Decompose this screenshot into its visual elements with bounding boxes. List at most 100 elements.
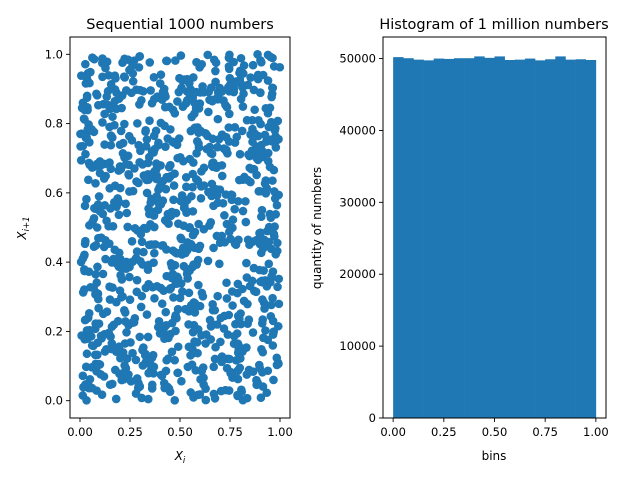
scatter-point <box>131 389 141 398</box>
scatter-point <box>122 354 132 363</box>
scatter-point <box>224 64 234 74</box>
histogram-bar <box>585 60 597 418</box>
scatter-point <box>81 149 90 159</box>
scatter-point <box>162 56 171 66</box>
histogram-bar <box>535 60 546 419</box>
scatter-point <box>233 348 243 358</box>
scatter-point <box>157 299 167 309</box>
scatter-point <box>116 126 126 136</box>
scatter-point <box>110 365 120 375</box>
scatter-point <box>199 224 209 234</box>
scatter-point <box>145 209 154 219</box>
scatter-point <box>229 57 238 67</box>
scatter-point <box>99 174 109 183</box>
scatter-point <box>128 61 137 70</box>
scatter-point <box>120 54 129 64</box>
scatter-point <box>242 115 252 125</box>
scatter-point <box>136 302 146 312</box>
histogram-bar <box>403 58 414 419</box>
scatter-point <box>267 117 276 127</box>
scatter-point <box>211 66 220 76</box>
scatter-point <box>257 205 267 215</box>
y-tick-label: 0.8 <box>45 117 63 131</box>
scatter-point <box>223 82 233 92</box>
scatter-point <box>179 203 189 213</box>
scatter-point <box>132 374 142 383</box>
scatter-point <box>145 58 155 67</box>
scatter-point <box>168 269 178 279</box>
y-tick-label: 0.0 <box>45 394 63 408</box>
scatter-point <box>106 80 116 89</box>
scatter-point <box>171 311 180 320</box>
scatter-point <box>78 371 88 381</box>
scatter-point <box>257 212 266 221</box>
scatter-point <box>142 310 152 319</box>
scatter-point <box>199 373 208 383</box>
scatter-point <box>256 393 266 403</box>
scatter-point <box>116 164 126 174</box>
scatter-point <box>164 162 174 172</box>
x-tick-label: 1.00 <box>583 425 609 439</box>
histogram-bar <box>413 59 424 418</box>
scatter-point <box>212 320 222 329</box>
scatter-point <box>245 240 254 250</box>
scatter-point <box>248 328 258 337</box>
histogram-y-label: quantity of numbers <box>310 167 324 289</box>
scatter-point <box>215 259 224 269</box>
scatter-point <box>190 337 199 346</box>
scatter-point <box>229 87 239 97</box>
scatter-point <box>272 200 282 210</box>
scatter-point <box>230 204 239 214</box>
scatter-point <box>187 191 196 201</box>
scatter-point <box>141 283 151 293</box>
scatter-point <box>157 241 167 250</box>
scatter-point <box>78 288 88 297</box>
histogram-bar <box>423 60 434 419</box>
histogram-bar <box>443 58 455 419</box>
scatter-point <box>164 219 173 229</box>
scatter-point <box>124 370 133 379</box>
scatter-point <box>93 200 103 209</box>
scatter-point <box>90 350 100 360</box>
scatter-point <box>245 151 254 161</box>
scatter-point <box>251 287 261 297</box>
x-tick-label: 1.00 <box>267 425 293 439</box>
scatter-point <box>242 370 252 379</box>
scatter-point <box>77 103 87 113</box>
scatter-point <box>256 88 265 98</box>
scatter-point <box>100 329 109 339</box>
scatter-point <box>167 347 177 357</box>
scatter-point <box>171 56 180 65</box>
scatter-point <box>203 50 213 60</box>
scatter-point <box>265 162 275 172</box>
scatter-point <box>226 368 235 378</box>
scatter-point <box>166 125 175 134</box>
scatter-point <box>218 198 228 208</box>
scatter-point <box>98 72 107 82</box>
scatter-point <box>106 140 116 150</box>
histogram-bar <box>545 59 556 418</box>
scatter-point <box>258 295 267 304</box>
scatter-point <box>131 355 141 365</box>
scatter-point <box>136 229 146 239</box>
scatter-point <box>274 299 284 309</box>
scatter-point <box>169 293 178 302</box>
scatter-point <box>160 334 169 344</box>
scatter-point <box>182 182 191 192</box>
scatter-point <box>255 265 264 275</box>
scatter-point <box>112 297 121 307</box>
scatter-point <box>111 394 121 404</box>
scatter-point <box>141 357 151 367</box>
scatter-point <box>190 109 199 119</box>
scatter-point <box>195 99 205 108</box>
histogram-bar <box>514 59 526 418</box>
scatter-point <box>210 305 220 315</box>
scatter-point <box>105 282 114 292</box>
scatter-point <box>100 109 109 119</box>
x-tick-label: 0.75 <box>217 425 243 439</box>
scatter-point <box>120 73 130 82</box>
scatter-point <box>235 314 244 324</box>
scatter-point <box>239 69 248 78</box>
scatter-point <box>92 159 102 169</box>
scatter-point <box>121 317 130 326</box>
